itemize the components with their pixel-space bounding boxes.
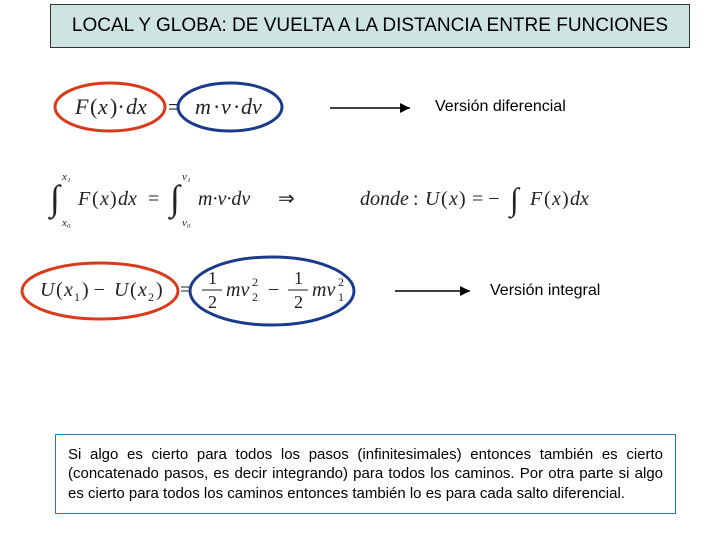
svg-text:x: x [551,188,561,210]
footer-text: Si algo es cierto para todos los pasos (… [68,446,663,502]
svg-text:dx: dx [126,94,147,119]
svg-text:∫: ∫ [48,178,62,220]
eq3-svg: U ( x 1 ) − U ( x 2 ) = 1 2 mv 2 2 − 1 2… [0,246,720,336]
eq2-row: ∫ x₁ x₀ F ( x ) dx = ∫ v₁ v₀ m·v·dv ⇒ do… [0,160,720,240]
svg-text:m: m [195,94,211,119]
svg-text:dx: dx [118,188,137,210]
svg-text:=: = [148,188,159,210]
svg-text:−: − [268,279,279,301]
svg-text:v: v [221,94,231,119]
svg-text:(: ( [544,188,551,210]
svg-text:mv: mv [226,279,249,301]
svg-text:(: ( [90,94,97,119]
svg-text:): ) [459,188,466,210]
eq1-svg: F ( x )· dx = m · v · dv [0,74,720,144]
eq2-svg: ∫ x₁ x₀ F ( x ) dx = ∫ v₁ v₀ m·v·dv ⇒ do… [0,160,720,240]
svg-text:(: ( [441,188,448,210]
svg-text:v₀: v₀ [182,217,191,229]
svg-text:): ) [156,279,163,301]
svg-text:2: 2 [252,290,258,304]
svg-text:= −: = − [472,188,500,210]
svg-text:x₀: x₀ [61,217,71,229]
svg-text:): ) [110,188,117,210]
svg-text:U: U [114,279,130,301]
svg-text:∫: ∫ [508,181,521,219]
svg-text:(: ( [92,188,99,210]
eq3-row: U ( x 1 ) − U ( x 2 ) = 1 2 mv 2 2 − 1 2… [0,246,720,336]
svg-text:·: · [233,94,240,119]
svg-text:mv: mv [312,279,335,301]
svg-text:U: U [40,279,56,301]
svg-text:donde: donde [360,188,409,210]
svg-text:1: 1 [338,290,344,304]
svg-text:F: F [77,188,91,210]
svg-text:2: 2 [338,275,344,289]
svg-text:1: 1 [294,268,303,288]
svg-text:)·: )· [110,94,125,119]
eq1-label: Versión diferencial [435,98,566,116]
page-title: LOCAL Y GLOBA: DE VUELTA A LA DISTANCIA … [72,15,668,36]
svg-text:(: ( [56,279,63,301]
svg-text:(: ( [130,279,137,301]
title-bar: LOCAL Y GLOBA: DE VUELTA A LA DISTANCIA … [50,4,690,48]
svg-text:dv: dv [241,94,262,119]
svg-text:F: F [529,188,543,210]
svg-text:F: F [74,94,89,119]
svg-text:x: x [63,279,73,301]
svg-text:v₁: v₁ [182,171,191,183]
eq1-row: F ( x )· dx = m · v · dv Versión diferen… [0,74,720,154]
svg-text:x: x [137,279,147,301]
svg-text:U: U [425,188,441,210]
svg-text:1: 1 [208,268,217,288]
svg-text:) −: ) − [82,279,105,301]
svg-text:x: x [448,188,458,210]
svg-text:2: 2 [208,292,217,312]
eq3-label: Versión integral [490,282,600,300]
svg-text:2: 2 [252,275,258,289]
svg-text:1: 1 [74,290,80,304]
svg-text:x: x [97,94,108,119]
svg-text:⇒: ⇒ [278,188,295,210]
svg-text::: : [413,188,419,210]
svg-text:m·v·dv: m·v·dv [198,188,250,210]
svg-text:x: x [99,188,109,210]
footer-box: Si algo es cierto para todos los pasos (… [55,434,676,515]
svg-text:2: 2 [148,290,154,304]
svg-text:dx: dx [570,188,589,210]
svg-text:x₁: x₁ [61,171,71,183]
svg-text:·: · [213,94,220,119]
svg-text:2: 2 [294,292,303,312]
svg-text:): ) [562,188,569,210]
svg-text:∫: ∫ [168,178,182,220]
